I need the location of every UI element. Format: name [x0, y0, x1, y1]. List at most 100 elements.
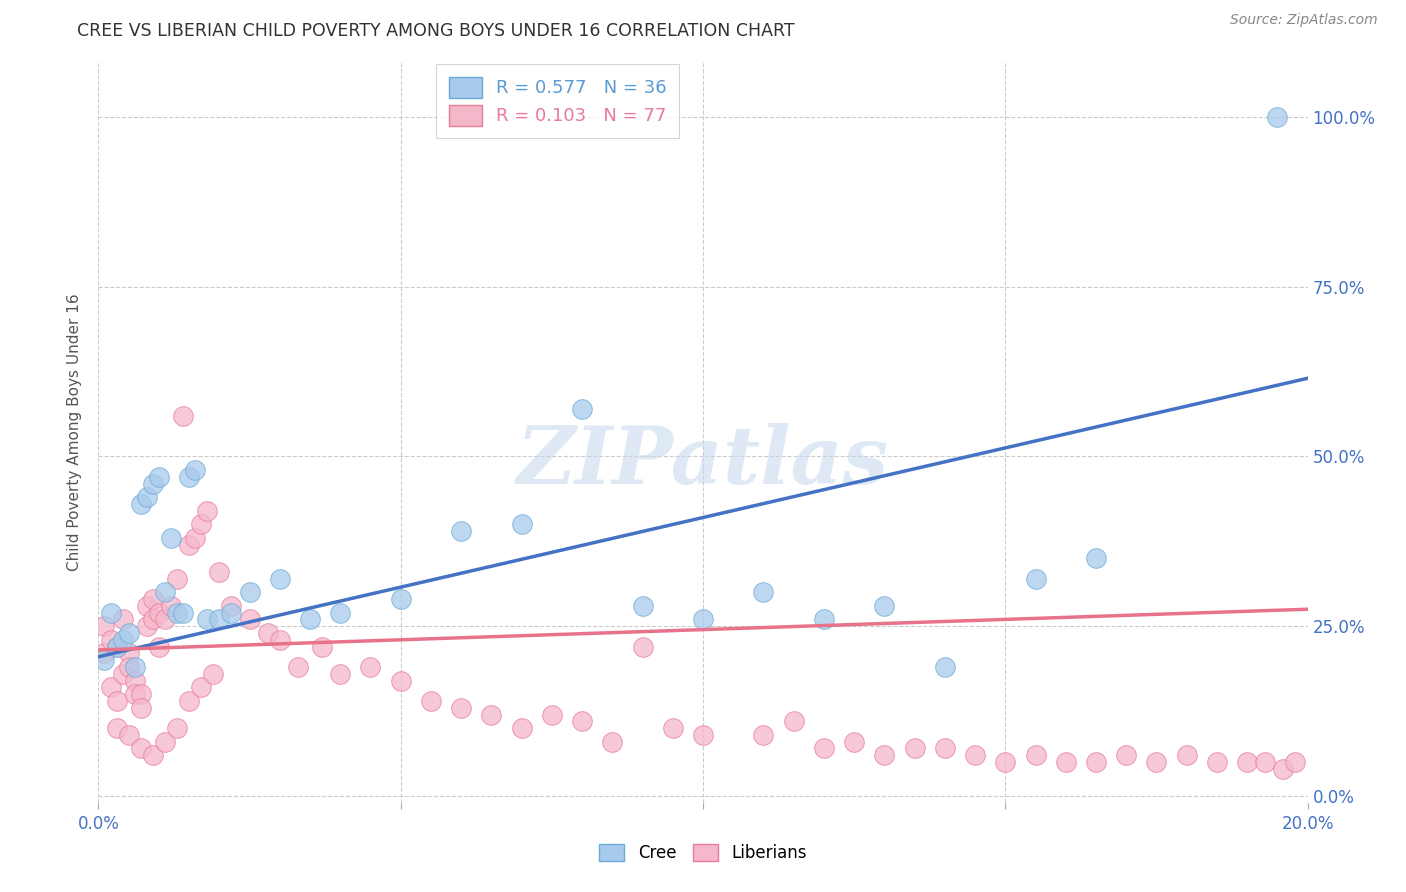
- Point: [420, 694, 443, 708]
- Point: [172, 409, 194, 423]
- Point: [172, 606, 194, 620]
- Point: [124, 673, 146, 688]
- Point: [510, 517, 533, 532]
- Point: [269, 632, 291, 647]
- Point: [329, 666, 352, 681]
- Point: [135, 490, 157, 504]
- Point: [166, 606, 188, 620]
- Point: [221, 606, 243, 620]
- Point: [118, 626, 141, 640]
- Point: [994, 755, 1017, 769]
- Point: [129, 497, 152, 511]
- Point: [1085, 755, 1108, 769]
- Y-axis label: Child Poverty Among Boys Under 16: Child Poverty Among Boys Under 16: [67, 293, 83, 572]
- Point: [184, 463, 207, 477]
- Point: [179, 469, 201, 483]
- Point: [135, 619, 157, 633]
- Point: [118, 660, 141, 674]
- Point: [965, 748, 987, 763]
- Point: [195, 504, 218, 518]
- Point: [142, 612, 165, 626]
- Point: [1024, 748, 1046, 763]
- Point: [239, 585, 262, 599]
- Point: [105, 640, 128, 654]
- Point: [269, 572, 291, 586]
- Text: CREE VS LIBERIAN CHILD POVERTY AMONG BOYS UNDER 16 CORRELATION CHART: CREE VS LIBERIAN CHILD POVERTY AMONG BOY…: [77, 22, 794, 40]
- Point: [105, 640, 128, 654]
- Point: [93, 646, 115, 660]
- Point: [631, 599, 654, 613]
- Point: [142, 476, 165, 491]
- Point: [256, 626, 278, 640]
- Point: [631, 640, 654, 654]
- Point: [844, 734, 866, 748]
- Point: [1236, 755, 1258, 769]
- Point: [129, 700, 152, 714]
- Point: [129, 741, 152, 756]
- Point: [111, 612, 134, 626]
- Point: [752, 728, 775, 742]
- Point: [1115, 748, 1137, 763]
- Point: [389, 673, 412, 688]
- Point: [783, 714, 806, 729]
- Point: [311, 640, 333, 654]
- Point: [166, 721, 188, 735]
- Point: [179, 538, 201, 552]
- Point: [148, 469, 170, 483]
- Point: [904, 741, 927, 756]
- Point: [450, 524, 472, 538]
- Point: [118, 728, 141, 742]
- Point: [208, 612, 231, 626]
- Point: [105, 721, 128, 735]
- Point: [239, 612, 262, 626]
- Point: [450, 700, 472, 714]
- Point: [1144, 755, 1167, 769]
- Point: [153, 585, 176, 599]
- Point: [1085, 551, 1108, 566]
- Point: [1206, 755, 1229, 769]
- Point: [934, 741, 956, 756]
- Point: [142, 748, 165, 763]
- Point: [602, 734, 624, 748]
- Point: [105, 694, 128, 708]
- Point: [118, 646, 141, 660]
- Point: [124, 660, 146, 674]
- Point: [329, 606, 352, 620]
- Point: [135, 599, 157, 613]
- Point: [160, 599, 183, 613]
- Point: [148, 606, 170, 620]
- Point: [510, 721, 533, 735]
- Point: [202, 666, 225, 681]
- Point: [142, 592, 165, 607]
- Point: [93, 619, 115, 633]
- Point: [662, 721, 685, 735]
- Point: [299, 612, 322, 626]
- Point: [1054, 755, 1077, 769]
- Point: [571, 401, 593, 416]
- Point: [100, 681, 122, 695]
- Point: [287, 660, 309, 674]
- Point: [195, 612, 218, 626]
- Point: [692, 728, 714, 742]
- Point: [160, 531, 183, 545]
- Point: [934, 660, 956, 674]
- Point: [360, 660, 382, 674]
- Point: [1272, 762, 1295, 776]
- Point: [190, 681, 212, 695]
- Point: [540, 707, 562, 722]
- Point: [1267, 110, 1289, 124]
- Point: [124, 687, 146, 701]
- Text: Source: ZipAtlas.com: Source: ZipAtlas.com: [1230, 13, 1378, 28]
- Point: [208, 565, 231, 579]
- Point: [129, 687, 152, 701]
- Point: [111, 632, 134, 647]
- Point: [100, 632, 122, 647]
- Point: [752, 585, 775, 599]
- Point: [179, 694, 201, 708]
- Point: [1284, 755, 1306, 769]
- Point: [873, 599, 896, 613]
- Point: [1024, 572, 1046, 586]
- Point: [93, 653, 115, 667]
- Point: [1175, 748, 1198, 763]
- Point: [389, 592, 412, 607]
